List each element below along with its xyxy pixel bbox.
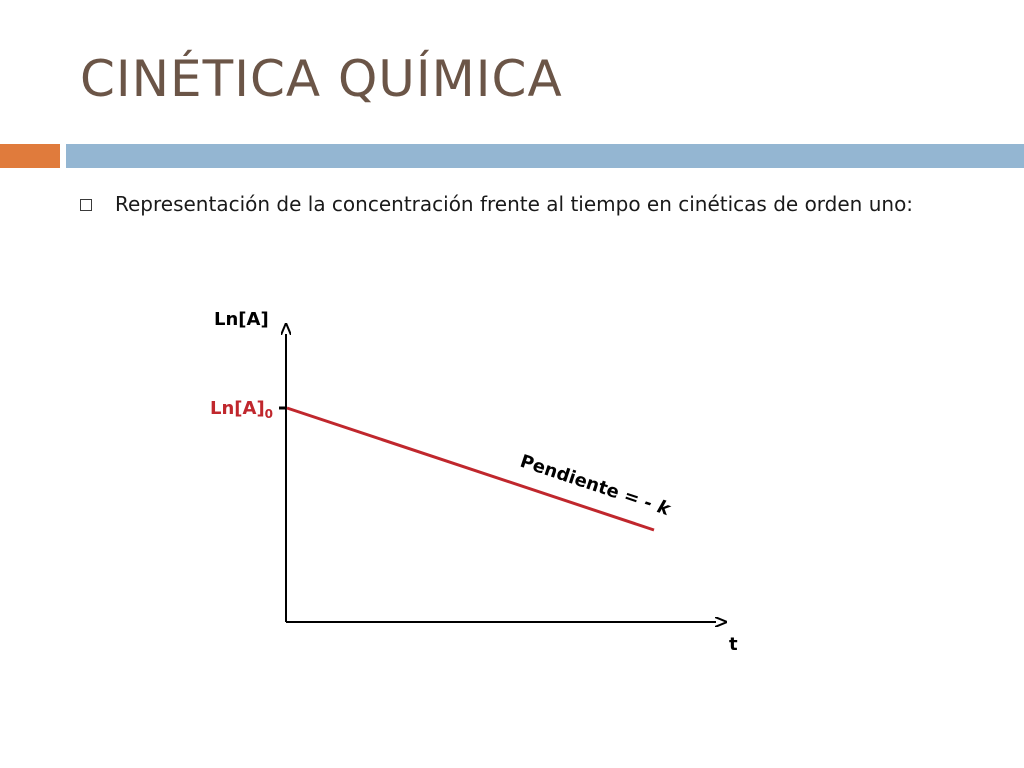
square-bullet-icon [80,199,92,211]
bullet-text: Representación de la concentración frent… [115,192,914,216]
decay-line [286,406,655,532]
intercept-label-main: Ln[A] [210,398,265,419]
intercept-label-subscript: 0 [265,407,273,421]
slope-label-text: Pendiente = [517,451,648,512]
x-axis-label: t [729,634,738,655]
slide-title: CINÉTICA QUÍMICA [80,50,563,108]
slope-label-k: - k [641,492,673,520]
accent-bar-blue [66,144,1024,168]
accent-bar-orange [0,144,60,168]
intercept-label: Ln[A]0 [210,398,273,421]
y-axis-label: Ln[A] [214,309,269,330]
bullet-item: Representación de la concentración frent… [80,190,980,219]
